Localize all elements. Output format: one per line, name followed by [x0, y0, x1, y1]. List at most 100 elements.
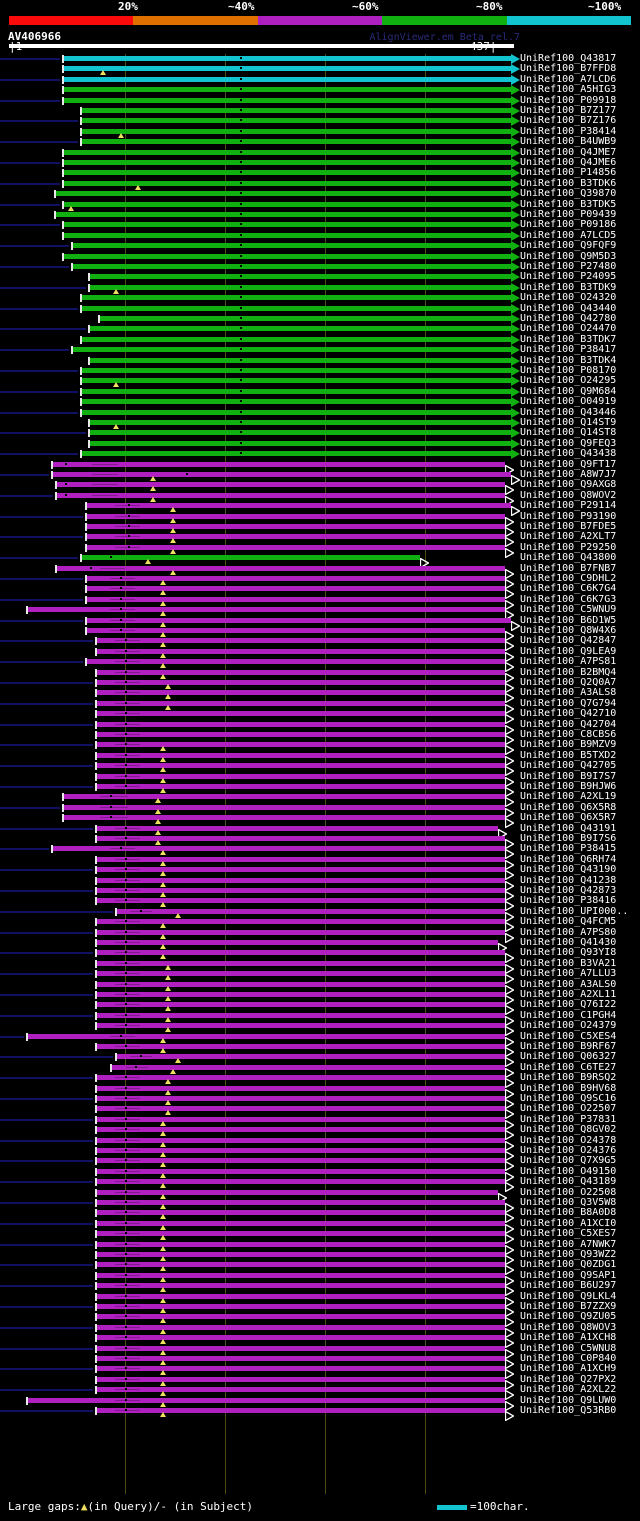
hit-label[interactable]: UniRef100_C5XES4 [520, 1030, 617, 1042]
hit-label[interactable]: UniRef100_Q9FQF9 [520, 240, 617, 252]
hit-label[interactable]: UniRef100_P38414 [520, 125, 617, 137]
hit-label[interactable]: UniRef100_A7NWK7 [520, 1238, 617, 1250]
hit-label[interactable]: UniRef100_B9MZV9 [520, 739, 617, 751]
alignment-row[interactable]: UniRef100_Q8WOV3 [0, 1322, 640, 1339]
alignment-row[interactable]: UniRef100_B6U297 [0, 1280, 640, 1297]
hit-label[interactable]: UniRef100_O22508 [520, 1186, 617, 1198]
alignment-row[interactable]: UniRef100_Q9AXG8 [0, 479, 640, 497]
alignment-row[interactable]: UniRef100_Q6RH74 [0, 854, 640, 871]
hit-label[interactable]: UniRef100_Q43800 [520, 552, 617, 564]
alignment-row[interactable]: UniRef100_Q4FCM5 [0, 916, 640, 933]
hit-label[interactable]: UniRef100_C1PGH4 [520, 1009, 617, 1021]
alignment-row[interactable]: UniRef100_A5HIG3 [0, 84, 640, 96]
alignment-row[interactable]: UniRef100_A3ALS8 [0, 687, 640, 705]
alignment-row[interactable]: UniRef100_P08170 [0, 365, 640, 376]
alignment-row[interactable]: UniRef100_Q9LUW0 [0, 1394, 640, 1412]
alignment-row[interactable]: UniRef100_B7FFD8 [0, 63, 640, 76]
alignment-row[interactable]: UniRef100_Q06327 [0, 1051, 640, 1069]
hit-label[interactable]: UniRef100_Q8W4X6 [520, 625, 617, 636]
hit-label[interactable]: UniRef100_C9DHL2 [520, 573, 617, 584]
hit-label[interactable]: UniRef100_B7Z176 [520, 115, 617, 127]
alignment-row[interactable]: UniRef100_P29114 [0, 500, 640, 517]
hit-label[interactable]: UniRef100_A2XL22 [520, 1384, 617, 1396]
alignment-row[interactable]: UniRef100_B9MZV9 [0, 739, 640, 757]
alignment-row[interactable]: UniRef100_B3TDK4 [0, 355, 640, 366]
hit-label[interactable]: UniRef100_Q39870 [520, 188, 617, 200]
alignment-row[interactable]: UniRef100_Q9FQF9 [0, 240, 640, 252]
hit-label[interactable]: UniRef100_A7LLU3 [520, 968, 617, 980]
alignment-row[interactable]: UniRef100_P38416 [0, 895, 640, 913]
hit-label[interactable]: UniRef100_P14856 [520, 167, 617, 179]
alignment-row[interactable]: UniRef100_C8CBS6 [0, 729, 640, 746]
alignment-row[interactable]: UniRef100_Q43189 [0, 1176, 640, 1193]
alignment-row[interactable]: UniRef100_C6TE27 [0, 1062, 640, 1079]
hit-label[interactable]: UniRef100_C6K7G3 [520, 593, 617, 605]
alignment-row[interactable]: UniRef100_A7LCD6 [0, 73, 640, 85]
hit-label[interactable]: UniRef100_Q9M5D3 [520, 250, 617, 262]
alignment-row[interactable]: UniRef100_Q43817 [0, 53, 640, 64]
alignment-row[interactable]: UniRef100_P24095 [0, 271, 640, 283]
alignment-row[interactable]: UniRef100_Q4JME6 [0, 157, 640, 168]
alignment-row[interactable]: UniRef100_A7LCD5 [0, 229, 640, 241]
hit-label[interactable]: UniRef100_C6K7G4 [520, 583, 617, 595]
alignment-row[interactable]: UniRef100_Q9FT17 [0, 458, 640, 476]
hit-label[interactable]: UniRef100_A3ALS8 [520, 687, 617, 699]
alignment-row[interactable]: UniRef100_B2BMQ4 [0, 667, 640, 684]
alignment-row[interactable]: UniRef100_Q43446 [0, 407, 640, 418]
alignment-row[interactable]: UniRef100_Q8GV02 [0, 1124, 640, 1141]
alignment-row[interactable]: UniRef100_Q9ZU05 [0, 1311, 640, 1329]
alignment-row[interactable]: UniRef100_B7ZZX9 [0, 1301, 640, 1318]
alignment-row[interactable]: UniRef100_Q53RB0 [0, 1405, 640, 1422]
hit-label[interactable]: UniRef100_B7Z177 [520, 105, 617, 116]
hit-label[interactable]: UniRef100_Q43817 [520, 53, 617, 64]
hit-label[interactable]: UniRef100_Q93YI8 [520, 947, 617, 959]
hit-label[interactable]: UniRef100_Q93WZ2 [520, 1249, 617, 1260]
hit-label[interactable]: UniRef100_UPI000.. [520, 905, 629, 917]
hit-label[interactable]: UniRef100_A1XCH8 [520, 1332, 617, 1344]
alignment-row[interactable]: UniRef100_P37831 [0, 1114, 640, 1131]
alignment-row[interactable]: UniRef100_Q6X5R7 [0, 812, 640, 829]
alignment-row[interactable]: UniRef100_A7NWK7 [0, 1238, 640, 1256]
alignment-row[interactable]: UniRef100_Q14ST8 [0, 427, 640, 439]
hit-label[interactable]: UniRef100_B9HV68 [520, 1082, 617, 1094]
hit-label[interactable]: UniRef100_A3ALS0 [520, 978, 617, 990]
alignment-row[interactable]: UniRef100_B9HV68 [0, 1082, 640, 1100]
hit-label[interactable]: UniRef100_P38417 [520, 344, 617, 356]
hit-label[interactable]: UniRef100_Q9LKL4 [520, 1290, 617, 1302]
alignment-row[interactable]: UniRef100_Q2Q0A7 [0, 677, 640, 694]
hit-label[interactable]: UniRef100_Q9FT17 [520, 458, 617, 470]
hit-label[interactable]: UniRef100_B3TDK7 [520, 333, 617, 345]
alignment-row[interactable]: UniRef100_B9I7S7 [0, 771, 640, 788]
hit-label[interactable]: UniRef100_P38416 [520, 895, 617, 907]
hit-label[interactable]: UniRef100_A7LCD5 [520, 229, 617, 241]
alignment-row[interactable]: UniRef100_Q76I22 [0, 999, 640, 1017]
hit-label[interactable]: UniRef100_A7LCD6 [520, 73, 617, 85]
hit-label[interactable]: UniRef100_C5WNU8 [520, 1342, 617, 1354]
hit-label[interactable]: UniRef100_Q9LEA9 [520, 645, 617, 657]
alignment-row[interactable]: UniRef100_Q4JME7 [0, 146, 640, 158]
hit-label[interactable]: UniRef100_Q9SC16 [520, 1093, 617, 1104]
hit-label[interactable]: UniRef100_C0P840 [520, 1353, 617, 1364]
alignment-row[interactable]: UniRef100_P09918 [0, 95, 640, 106]
alignment-row[interactable]: UniRef100_Q42704 [0, 719, 640, 736]
alignment-row[interactable]: UniRef100_O24379 [0, 1020, 640, 1037]
alignment-row[interactable]: UniRef100_B7Z177 [0, 105, 640, 116]
hit-label[interactable]: UniRef100_Q43189 [520, 1176, 617, 1188]
hit-label[interactable]: UniRef100_Q42847 [520, 635, 617, 647]
alignment-row[interactable]: UniRef100_Q9LKL4 [0, 1290, 640, 1308]
alignment-row[interactable]: UniRef100_Q9LEA9 [0, 645, 640, 663]
hit-label[interactable]: UniRef100_O24376 [520, 1145, 617, 1156]
alignment-row[interactable]: UniRef100_Q93YI8 [0, 947, 640, 965]
hit-label[interactable]: UniRef100_Q8WOV2 [520, 489, 617, 501]
hit-label[interactable]: UniRef100_Q4JME7 [520, 146, 617, 158]
alignment-row[interactable]: UniRef100_Q43191 [0, 823, 640, 840]
hit-label[interactable]: UniRef100_Q9LUW0 [520, 1394, 617, 1406]
hit-label[interactable]: UniRef100_B4UWB9 [520, 136, 617, 148]
alignment-row[interactable]: UniRef100_Q41238 [0, 875, 640, 892]
hit-label[interactable]: UniRef100_Q7G794 [520, 697, 617, 709]
alignment-row[interactable]: UniRef100_C0P840 [0, 1353, 640, 1370]
alignment-row[interactable]: UniRef100_A8W7J7 [0, 469, 640, 486]
alignment-row[interactable]: UniRef100_O49150 [0, 1166, 640, 1183]
hit-label[interactable]: UniRef100_A7PS80 [520, 926, 617, 938]
alignment-row[interactable]: UniRef100_Q43800 [0, 552, 640, 569]
